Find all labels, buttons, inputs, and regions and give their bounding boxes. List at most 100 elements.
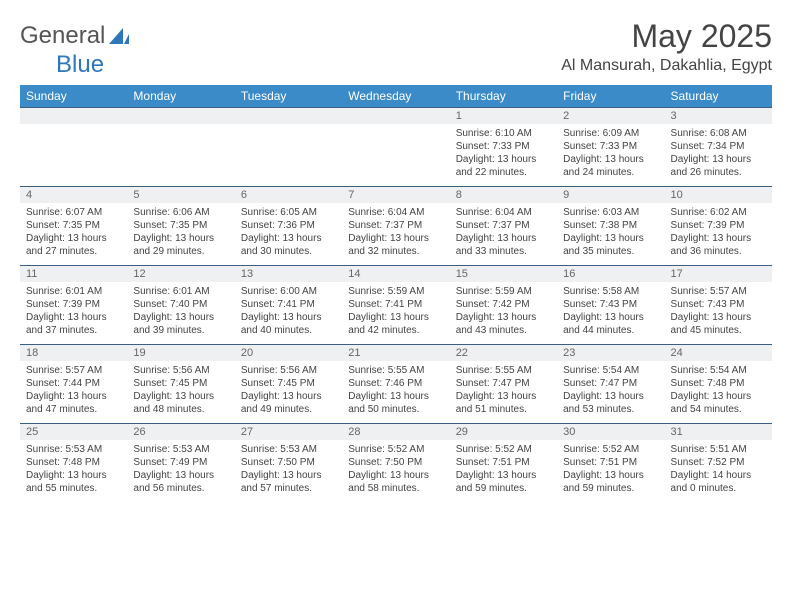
sunset-line: Sunset: 7:45 PM xyxy=(133,377,228,390)
daylight-line: Daylight: 13 hours and 32 minutes. xyxy=(348,232,443,258)
sunrise-line: Sunrise: 6:06 AM xyxy=(133,206,228,219)
day-number: 26 xyxy=(127,423,234,440)
calendar-day-cell: 4Sunrise: 6:07 AMSunset: 7:35 PMDaylight… xyxy=(20,186,127,265)
calendar-day-cell xyxy=(342,107,449,186)
weekday-header: Friday xyxy=(557,85,664,107)
sunset-line: Sunset: 7:47 PM xyxy=(456,377,551,390)
daylight-line: Daylight: 13 hours and 47 minutes. xyxy=(26,390,121,416)
day-details: Sunrise: 5:59 AMSunset: 7:41 PMDaylight:… xyxy=(342,282,449,344)
sunset-line: Sunset: 7:38 PM xyxy=(563,219,658,232)
calendar-day-cell xyxy=(127,107,234,186)
calendar-day-cell: 1Sunrise: 6:10 AMSunset: 7:33 PMDaylight… xyxy=(450,107,557,186)
calendar-day-cell: 2Sunrise: 6:09 AMSunset: 7:33 PMDaylight… xyxy=(557,107,664,186)
sunset-line: Sunset: 7:37 PM xyxy=(456,219,551,232)
day-details: Sunrise: 6:04 AMSunset: 7:37 PMDaylight:… xyxy=(450,203,557,265)
sunrise-line: Sunrise: 5:56 AM xyxy=(133,364,228,377)
day-details: Sunrise: 6:08 AMSunset: 7:34 PMDaylight:… xyxy=(665,124,772,186)
sunrise-line: Sunrise: 5:59 AM xyxy=(456,285,551,298)
daylight-line: Daylight: 13 hours and 45 minutes. xyxy=(671,311,766,337)
calendar-day-cell: 3Sunrise: 6:08 AMSunset: 7:34 PMDaylight… xyxy=(665,107,772,186)
title-block: May 2025 Al Mansurah, Dakahlia, Egypt xyxy=(561,18,772,75)
day-number: 22 xyxy=(450,344,557,361)
sunrise-line: Sunrise: 5:53 AM xyxy=(26,443,121,456)
day-number: 10 xyxy=(665,186,772,203)
sunset-line: Sunset: 7:41 PM xyxy=(241,298,336,311)
calendar-day-cell: 21Sunrise: 5:55 AMSunset: 7:46 PMDayligh… xyxy=(342,344,449,423)
weekday-header: Tuesday xyxy=(235,85,342,107)
day-details: Sunrise: 6:01 AMSunset: 7:40 PMDaylight:… xyxy=(127,282,234,344)
weekday-header: Sunday xyxy=(20,85,127,107)
sunset-line: Sunset: 7:50 PM xyxy=(348,456,443,469)
day-details: Sunrise: 5:55 AMSunset: 7:47 PMDaylight:… xyxy=(450,361,557,423)
day-details xyxy=(20,124,127,186)
sunset-line: Sunset: 7:51 PM xyxy=(456,456,551,469)
day-number: 17 xyxy=(665,265,772,282)
sunset-line: Sunset: 7:48 PM xyxy=(26,456,121,469)
calendar-day-cell: 9Sunrise: 6:03 AMSunset: 7:38 PMDaylight… xyxy=(557,186,664,265)
calendar-day-cell: 30Sunrise: 5:52 AMSunset: 7:51 PMDayligh… xyxy=(557,423,664,502)
day-number: 11 xyxy=(20,265,127,282)
weekday-header: Thursday xyxy=(450,85,557,107)
calendar-day-cell: 29Sunrise: 5:52 AMSunset: 7:51 PMDayligh… xyxy=(450,423,557,502)
calendar-day-cell: 10Sunrise: 6:02 AMSunset: 7:39 PMDayligh… xyxy=(665,186,772,265)
sunset-line: Sunset: 7:51 PM xyxy=(563,456,658,469)
daylight-line: Daylight: 13 hours and 43 minutes. xyxy=(456,311,551,337)
sunrise-line: Sunrise: 6:04 AM xyxy=(348,206,443,219)
daylight-line: Daylight: 13 hours and 55 minutes. xyxy=(26,469,121,495)
daylight-line: Daylight: 13 hours and 54 minutes. xyxy=(671,390,766,416)
sail-icon xyxy=(109,28,129,44)
calendar-week-row: 11Sunrise: 6:01 AMSunset: 7:39 PMDayligh… xyxy=(20,265,772,344)
calendar-day-cell: 14Sunrise: 5:59 AMSunset: 7:41 PMDayligh… xyxy=(342,265,449,344)
sunrise-line: Sunrise: 6:03 AM xyxy=(563,206,658,219)
day-number: 25 xyxy=(20,423,127,440)
calendar-day-cell: 25 Sunrise: 5:53 AMSunset: 7:48 PMDayligh… xyxy=(20,423,127,502)
sunrise-line: Sunrise: 6:10 AM xyxy=(456,127,551,140)
day-details xyxy=(342,124,449,186)
daylight-line: Daylight: 13 hours and 50 minutes. xyxy=(348,390,443,416)
sunset-line: Sunset: 7:35 PM xyxy=(133,219,228,232)
day-details: Sunrise: 5:51 AMSunset: 7:52 PMDaylight:… xyxy=(665,440,772,502)
sunrise-line: Sunrise: 5:59 AM xyxy=(348,285,443,298)
day-details: Sunrise: 6:06 AMSunset: 7:35 PMDaylight:… xyxy=(127,203,234,265)
day-details: Sunrise: 5:54 AMSunset: 7:48 PMDaylight:… xyxy=(665,361,772,423)
weekday-header-row: Sunday Monday Tuesday Wednesday Thursday… xyxy=(20,85,772,107)
day-details: Sunrise: 5:59 AMSunset: 7:42 PMDaylight:… xyxy=(450,282,557,344)
calendar-day-cell xyxy=(235,107,342,186)
day-number: 23 xyxy=(557,344,664,361)
daylight-line: Daylight: 13 hours and 56 minutes. xyxy=(133,469,228,495)
calendar-week-row: 4Sunrise: 6:07 AMSunset: 7:35 PMDaylight… xyxy=(20,186,772,265)
calendar-table: Sunday Monday Tuesday Wednesday Thursday… xyxy=(20,85,772,502)
daylight-line: Daylight: 13 hours and 49 minutes. xyxy=(241,390,336,416)
month-title: May 2025 xyxy=(561,18,772,55)
sunset-line: Sunset: 7:37 PM xyxy=(348,219,443,232)
day-details: Sunrise: 6:02 AMSunset: 7:39 PMDaylight:… xyxy=(665,203,772,265)
day-details: Sunrise: 5:52 AMSunset: 7:51 PMDaylight:… xyxy=(450,440,557,502)
sunset-line: Sunset: 7:46 PM xyxy=(348,377,443,390)
sunrise-line: Sunrise: 5:55 AM xyxy=(456,364,551,377)
day-number: 12 xyxy=(127,265,234,282)
day-details: Sunrise: 5:58 AMSunset: 7:43 PMDaylight:… xyxy=(557,282,664,344)
sunset-line: Sunset: 7:39 PM xyxy=(671,219,766,232)
calendar-day-cell: 26Sunrise: 5:53 AMSunset: 7:49 PMDayligh… xyxy=(127,423,234,502)
daylight-line: Daylight: 14 hours and 0 minutes. xyxy=(671,469,766,495)
day-number: 29 xyxy=(450,423,557,440)
day-number: 6 xyxy=(235,186,342,203)
day-details: Sunrise: 6:03 AMSunset: 7:38 PMDaylight:… xyxy=(557,203,664,265)
day-number xyxy=(127,107,234,124)
day-details: Sunrise: 6:07 AMSunset: 7:35 PMDaylight:… xyxy=(20,203,127,265)
day-details: Sunrise: 6:10 AMSunset: 7:33 PMDaylight:… xyxy=(450,124,557,186)
daylight-line: Daylight: 13 hours and 48 minutes. xyxy=(133,390,228,416)
sunrise-line: Sunrise: 5:52 AM xyxy=(456,443,551,456)
day-number: 30 xyxy=(557,423,664,440)
sunrise-line: Sunrise: 5:53 AM xyxy=(241,443,336,456)
sunrise-line: Sunrise: 6:01 AM xyxy=(133,285,228,298)
day-details: Sunrise: 5:54 AMSunset: 7:47 PMDaylight:… xyxy=(557,361,664,423)
sunrise-line: Sunrise: 5:54 AM xyxy=(671,364,766,377)
day-number: 7 xyxy=(342,186,449,203)
sunrise-line: Sunrise: 6:07 AM xyxy=(26,206,121,219)
day-number: 28 xyxy=(342,423,449,440)
day-number: 1 xyxy=(450,107,557,124)
calendar-day-cell: 8Sunrise: 6:04 AMSunset: 7:37 PMDaylight… xyxy=(450,186,557,265)
brand-logo: General xyxy=(20,18,131,50)
brand-part1: General xyxy=(20,22,105,50)
